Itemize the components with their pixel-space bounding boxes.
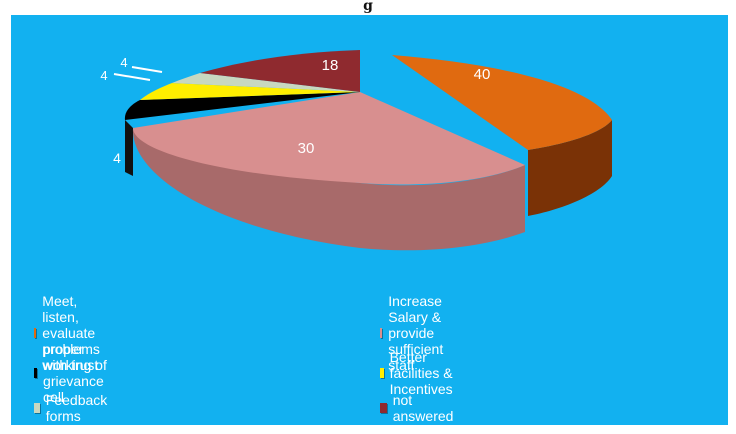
data-label-4-grievance: 4 xyxy=(113,150,121,166)
legend-item-not-answered: not answered xyxy=(380,392,456,424)
slice-salary-increase xyxy=(133,92,525,185)
slice-not-answered xyxy=(200,50,360,92)
legend-swatch xyxy=(380,368,384,378)
slice-meet-listen xyxy=(392,55,612,150)
legend-label: Feedback forms xyxy=(45,392,108,424)
data-label-4-facilities: 4 xyxy=(100,68,107,83)
legend-label: Increase Salary & provide sufficient sta… xyxy=(388,293,444,373)
legend-item-feedback: Feedback forms xyxy=(34,392,110,424)
data-label-18: 18 xyxy=(322,57,339,74)
legend-swatch xyxy=(380,403,387,413)
legend-label: Better facilities & Incentives xyxy=(389,349,453,397)
legend-swatch xyxy=(34,368,38,378)
data-label-30: 30 xyxy=(298,140,315,157)
legend-item-grievance: proper working of grievance cell xyxy=(34,341,110,405)
slice-side-salary xyxy=(132,128,525,251)
legend-label: proper working of grievance cell xyxy=(43,341,107,405)
legend-label: not answered xyxy=(392,392,454,424)
legend-item-facilities: Better facilities & Incentives xyxy=(380,349,458,397)
slice-side-orange xyxy=(528,120,612,216)
legend-swatch xyxy=(380,328,383,338)
slice-feedback-forms xyxy=(172,73,360,92)
slice-grievance-cell xyxy=(124,92,360,120)
legend-item-meet: Meet, listen, evaluate problems with tru… xyxy=(34,293,107,373)
slice-side-black xyxy=(125,120,133,176)
page-title-fragment: g xyxy=(363,0,373,14)
legend-swatch xyxy=(34,328,37,338)
legend-swatch xyxy=(34,403,40,413)
data-label-4-feedback: 4 xyxy=(120,55,127,70)
slice-better-facilities xyxy=(140,83,360,100)
legend-item-salary: Increase Salary & provide sufficient sta… xyxy=(380,293,450,373)
legend-label: Meet, listen, evaluate problems with tru… xyxy=(42,293,100,373)
data-label-40: 40 xyxy=(474,66,491,83)
